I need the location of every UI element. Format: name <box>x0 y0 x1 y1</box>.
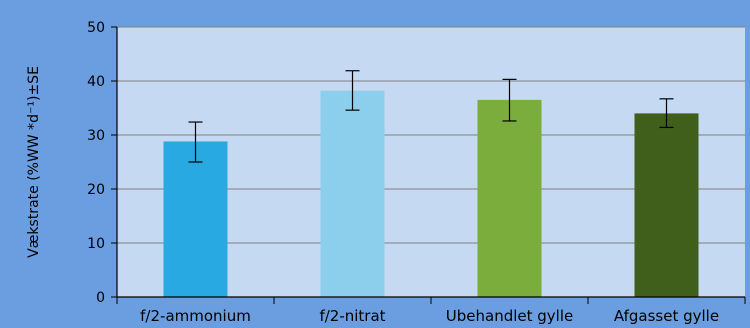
bar <box>320 90 385 297</box>
y-tick-label: 0 <box>96 290 105 306</box>
y-tick-label: 20 <box>87 182 105 198</box>
y-tick-label: 40 <box>87 74 105 90</box>
y-tick-label: 50 <box>87 20 105 36</box>
bar <box>477 99 542 298</box>
x-tick-label: f/2-nitrat <box>319 307 385 324</box>
x-tick-label: Ubehandlet gylle <box>446 307 573 324</box>
x-tick-label: f/2-ammonium <box>140 307 251 324</box>
x-tick-labels: f/2-ammonium f/2-nitrat Ubehandlet gylle Af… <box>140 307 719 325</box>
x-tick-label: Afgasset gylle <box>614 307 719 324</box>
bar <box>163 141 228 297</box>
error-bars <box>188 70 674 163</box>
y-axis-label: Vækstrate (%WW *d⁻¹)±SE <box>26 66 42 258</box>
y-tick-label: 30 <box>87 128 105 144</box>
bar <box>634 113 699 298</box>
axes <box>111 26 746 304</box>
bars <box>163 90 699 298</box>
y-tick-label: 10 <box>87 236 105 252</box>
y-tick-labels: 0 10 20 30 40 50 <box>87 20 105 306</box>
